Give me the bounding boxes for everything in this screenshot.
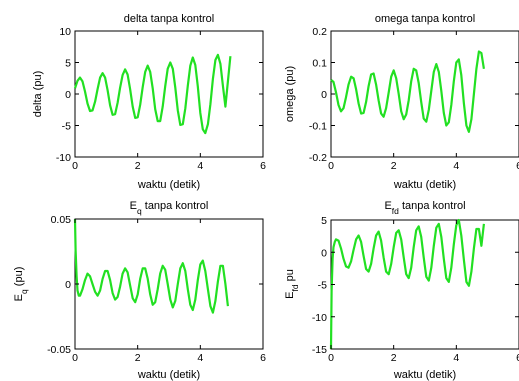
axis-ticks: 0 2 4 6 -15 -10 -5 0 5 xyxy=(312,215,519,364)
x-tick-label: 6 xyxy=(260,352,266,364)
x-tick-label: 4 xyxy=(197,352,203,364)
y-tick-label: -15 xyxy=(312,344,327,356)
x-tick-label: 4 xyxy=(197,160,203,172)
chart-title: Efd tanpa kontrol xyxy=(384,200,465,216)
y-axis-label: Efd pu xyxy=(284,269,300,299)
y-tick-label: 0 xyxy=(65,89,71,101)
series-line xyxy=(73,218,229,314)
y-tick-label: -10 xyxy=(312,312,327,324)
x-tick-label: 4 xyxy=(453,352,459,364)
y-tick-label: 0 xyxy=(321,247,327,259)
x-tick-label: 0 xyxy=(72,352,78,364)
x-tick-label: 6 xyxy=(516,160,519,172)
x-axis-label: waktu (detik) xyxy=(393,179,456,191)
x-tick-label: 6 xyxy=(516,352,519,364)
y-tick-label: 0 xyxy=(65,279,71,291)
y-tick-label: 0.05 xyxy=(51,214,72,226)
y-tick-label: 5 xyxy=(321,215,327,227)
x-tick-label: 2 xyxy=(135,352,141,364)
y-tick-label: -10 xyxy=(56,152,71,164)
chart-title: omega tanpa kontrol xyxy=(375,13,475,25)
series-line xyxy=(73,53,232,135)
subplot-delta: delta tanpa kontrol 0 2 4 6 -10 -5 0 5 10 waktu … xyxy=(32,13,266,191)
x-tick-label: 0 xyxy=(72,160,78,172)
x-axis-label: waktu (detik) xyxy=(137,369,200,381)
y-tick-label: -0.05 xyxy=(47,344,71,356)
x-tick-label: 0 xyxy=(328,160,334,172)
subplot-efd: Efd tanpa kontrol 0 2 4 6 -15 -10 -5 0 5 waktu (… xyxy=(284,200,519,381)
x-axis-label: waktu (detik) xyxy=(393,369,456,381)
y-axis-label: delta (pu) xyxy=(32,71,44,117)
y-tick-label: -5 xyxy=(62,121,71,133)
subplot-omega: omega tanpa kontrol 0246-0.2-0.100.10.2 … xyxy=(284,13,519,191)
chart-title: Eq tanpa kontrol xyxy=(130,200,209,216)
series-line xyxy=(329,218,485,350)
y-tick-label: -5 xyxy=(318,280,327,292)
x-axis-label: waktu (detik) xyxy=(137,179,200,191)
y-tick-label: 10 xyxy=(59,26,71,38)
x-tick-label: 6 xyxy=(260,160,266,172)
y-axis-label: omega (pu) xyxy=(284,66,296,122)
chart-title: delta tanpa kontrol xyxy=(124,13,215,25)
x-tick-label: 2 xyxy=(391,352,397,364)
y-tick-label: -0.1 xyxy=(309,121,327,133)
axis-ticks: 0 2 4 6 -0.2 -0.1 0 0.1 0.2 xyxy=(309,26,519,172)
y-tick-label: 0.1 xyxy=(312,58,327,70)
y-tick-label: 0 xyxy=(321,89,327,101)
y-tick-label: -0.2 xyxy=(309,152,327,164)
y-tick-label: 5 xyxy=(65,58,71,70)
y-axis-label: Eq (pu) xyxy=(13,267,29,302)
x-tick-label: 4 xyxy=(453,160,459,172)
series-line xyxy=(330,50,485,133)
x-tick-label: 0 xyxy=(328,352,334,364)
x-tick-label: 2 xyxy=(391,160,397,172)
axis-ticks: 0 2 4 6 -10 -5 0 5 10 xyxy=(56,26,266,172)
x-tick-label: 2 xyxy=(135,160,141,172)
y-tick-label: 0.2 xyxy=(312,26,327,38)
